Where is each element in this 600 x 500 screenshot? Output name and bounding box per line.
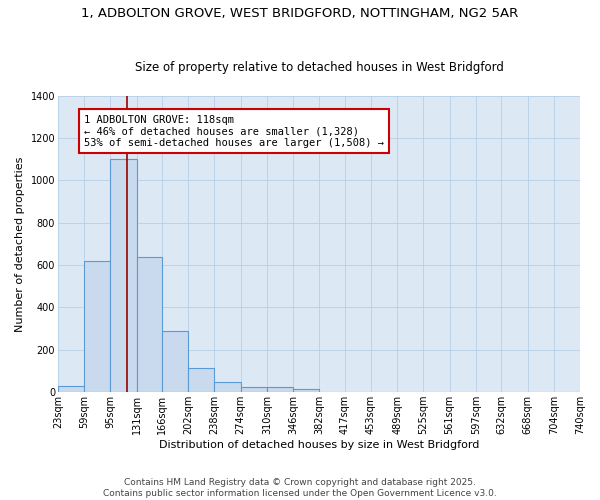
Bar — [214, 382, 241, 392]
Bar — [293, 389, 319, 392]
Text: 1, ADBOLTON GROVE, WEST BRIDGFORD, NOTTINGHAM, NG2 5AR: 1, ADBOLTON GROVE, WEST BRIDGFORD, NOTTI… — [82, 8, 518, 20]
Y-axis label: Number of detached properties: Number of detached properties — [15, 156, 25, 332]
Bar — [162, 330, 188, 392]
Text: 1 ADBOLTON GROVE: 118sqm
← 46% of detached houses are smaller (1,328)
53% of sem: 1 ADBOLTON GROVE: 118sqm ← 46% of detach… — [84, 114, 384, 148]
Bar — [267, 387, 293, 392]
Bar — [137, 256, 162, 392]
Bar — [84, 261, 110, 392]
Bar — [241, 387, 267, 392]
Bar — [110, 159, 137, 392]
Title: Size of property relative to detached houses in West Bridgford: Size of property relative to detached ho… — [134, 60, 503, 74]
X-axis label: Distribution of detached houses by size in West Bridgford: Distribution of detached houses by size … — [159, 440, 479, 450]
Bar — [188, 368, 214, 392]
Text: Contains HM Land Registry data © Crown copyright and database right 2025.
Contai: Contains HM Land Registry data © Crown c… — [103, 478, 497, 498]
Bar — [58, 386, 84, 392]
